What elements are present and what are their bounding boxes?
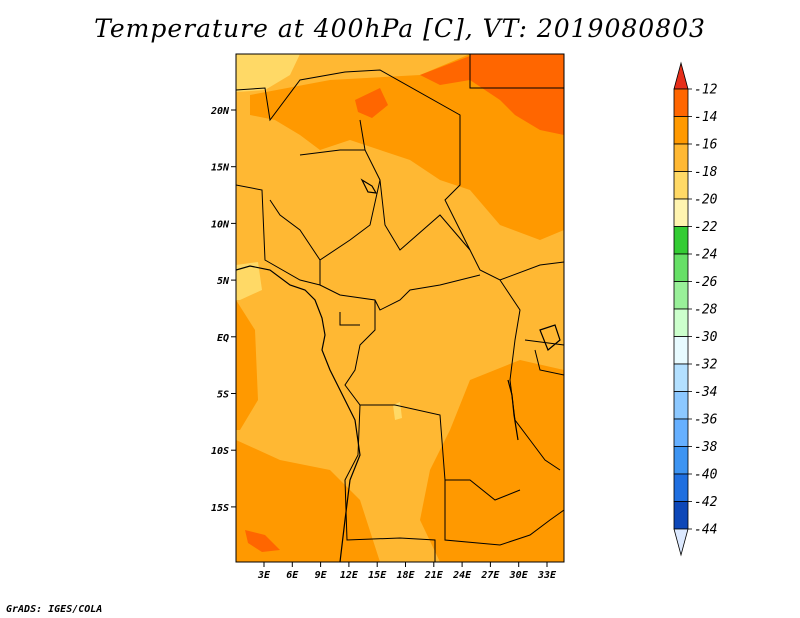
colorbar-swatch bbox=[673, 446, 689, 475]
colorbar-swatch bbox=[673, 88, 689, 117]
colorbar-label: -42 bbox=[694, 495, 718, 510]
lat-tick-label: 20N bbox=[210, 106, 230, 117]
colorbar-label: -22 bbox=[694, 220, 718, 235]
colorbar-label: -16 bbox=[694, 138, 718, 153]
field-region-north bbox=[250, 54, 564, 240]
colorbar: -12 -14 -16 -18 -20 -22 -24 -26 -28 -30 -32 -34 -36 -… bbox=[673, 61, 718, 557]
colorbar-top-arrow bbox=[673, 61, 689, 90]
colorbar-swatch bbox=[673, 116, 689, 145]
colorbar-swatch bbox=[673, 473, 689, 502]
lake-tanganyika bbox=[507, 379, 519, 441]
colorbar-swatch bbox=[673, 418, 689, 447]
lat-tick-label: 10S bbox=[211, 446, 229, 457]
colorbar-label: -18 bbox=[694, 165, 718, 180]
lon-tick-label: 33E bbox=[537, 570, 557, 581]
longitude-axis: 3E 6E 9E 12E 15E 18E 21E 24E 27E 30E 33E bbox=[257, 562, 557, 581]
colorbar-swatch bbox=[673, 308, 689, 337]
coastline bbox=[236, 178, 561, 562]
border-line-6 bbox=[344, 300, 521, 501]
colorbar-label: -44 bbox=[694, 523, 717, 538]
colorbar-swatch bbox=[673, 143, 689, 172]
colorbar-label: -28 bbox=[694, 303, 718, 318]
lon-tick-label: 18E bbox=[396, 570, 415, 581]
chart-title: Temperature at 400hPa [C], VT: 201908080… bbox=[94, 14, 706, 43]
field-warm-sahel bbox=[355, 88, 388, 118]
colorbar-label: -34 bbox=[694, 385, 717, 400]
border-line-5 bbox=[319, 274, 481, 311]
field-region-east bbox=[420, 360, 564, 562]
colorbar-label: -32 bbox=[694, 358, 718, 373]
latitude-axis: 20N 15N 10N 5N EQ 5S 10S 15S bbox=[210, 106, 236, 514]
lat-tick-label: 5N bbox=[217, 276, 230, 287]
lon-tick-label: 6E bbox=[286, 570, 299, 581]
lon-tick-label: 21E bbox=[424, 570, 444, 581]
lon-tick-label: 27E bbox=[480, 570, 500, 581]
lon-tick-label: 30E bbox=[509, 570, 529, 581]
colorbar-swatch bbox=[673, 226, 689, 255]
border-line-8 bbox=[344, 404, 436, 562]
border-line-4 bbox=[379, 179, 471, 251]
map-frame bbox=[235, 53, 565, 563]
lat-tick-label: 15N bbox=[211, 163, 230, 174]
colorbar-swatch bbox=[673, 336, 689, 365]
lon-tick-label: 3E bbox=[257, 570, 271, 581]
border-line-7 bbox=[339, 312, 360, 326]
lat-tick-label: EQ bbox=[217, 333, 229, 344]
colorbar-swatch bbox=[673, 281, 689, 310]
colorbar-label: -30 bbox=[694, 330, 718, 345]
colorbar-label: -38 bbox=[694, 440, 718, 455]
field-warm-northeast bbox=[470, 54, 564, 135]
lake-victoria bbox=[539, 324, 561, 351]
colorbar-label: -20 bbox=[694, 193, 718, 208]
colorbar-label: -14 bbox=[694, 110, 717, 125]
lon-tick-label: 12E bbox=[340, 570, 359, 581]
coastline-west-africa bbox=[236, 265, 361, 562]
lat-tick-label: 15S bbox=[211, 503, 229, 514]
colorbar-bottom-arrow bbox=[673, 528, 689, 557]
border-line-12 bbox=[534, 349, 564, 376]
colorbar-swatch bbox=[673, 391, 689, 420]
lon-tick-label: 24E bbox=[452, 570, 472, 581]
field-warm-southwest bbox=[245, 530, 280, 552]
colorbar-label: -26 bbox=[694, 275, 718, 290]
colorbar-swatch bbox=[673, 363, 689, 392]
field-warm-north bbox=[420, 56, 470, 85]
lat-tick-label: 10N bbox=[211, 219, 230, 230]
colorbar-swatch bbox=[673, 198, 689, 227]
footer-credit: GrADS: IGES/COLA bbox=[6, 604, 103, 615]
border-line-9 bbox=[444, 480, 564, 546]
lake-chad bbox=[360, 178, 378, 194]
colorbar-label: -24 bbox=[694, 248, 717, 263]
border-line-1 bbox=[236, 69, 564, 281]
colorbar-label: -36 bbox=[694, 413, 718, 428]
colorbar-label: -40 bbox=[694, 468, 718, 483]
colorbar-swatch bbox=[673, 171, 689, 200]
field-cool-west bbox=[236, 262, 262, 300]
field-region-west-edge bbox=[236, 300, 258, 430]
colorbar-swatch bbox=[673, 253, 689, 282]
border-line-14 bbox=[269, 199, 321, 261]
country-borders bbox=[236, 54, 564, 562]
colorbar-swatch bbox=[673, 501, 689, 530]
lat-tick-label: 5S bbox=[217, 390, 229, 401]
lon-tick-label: 9E bbox=[315, 570, 328, 581]
border-line-2 bbox=[469, 54, 564, 89]
field-cool-northwest bbox=[236, 54, 300, 92]
border-line-13 bbox=[299, 149, 365, 156]
colorbar-label: -12 bbox=[694, 83, 718, 98]
temperature-field bbox=[236, 54, 564, 562]
lon-tick-label: 15E bbox=[368, 570, 387, 581]
